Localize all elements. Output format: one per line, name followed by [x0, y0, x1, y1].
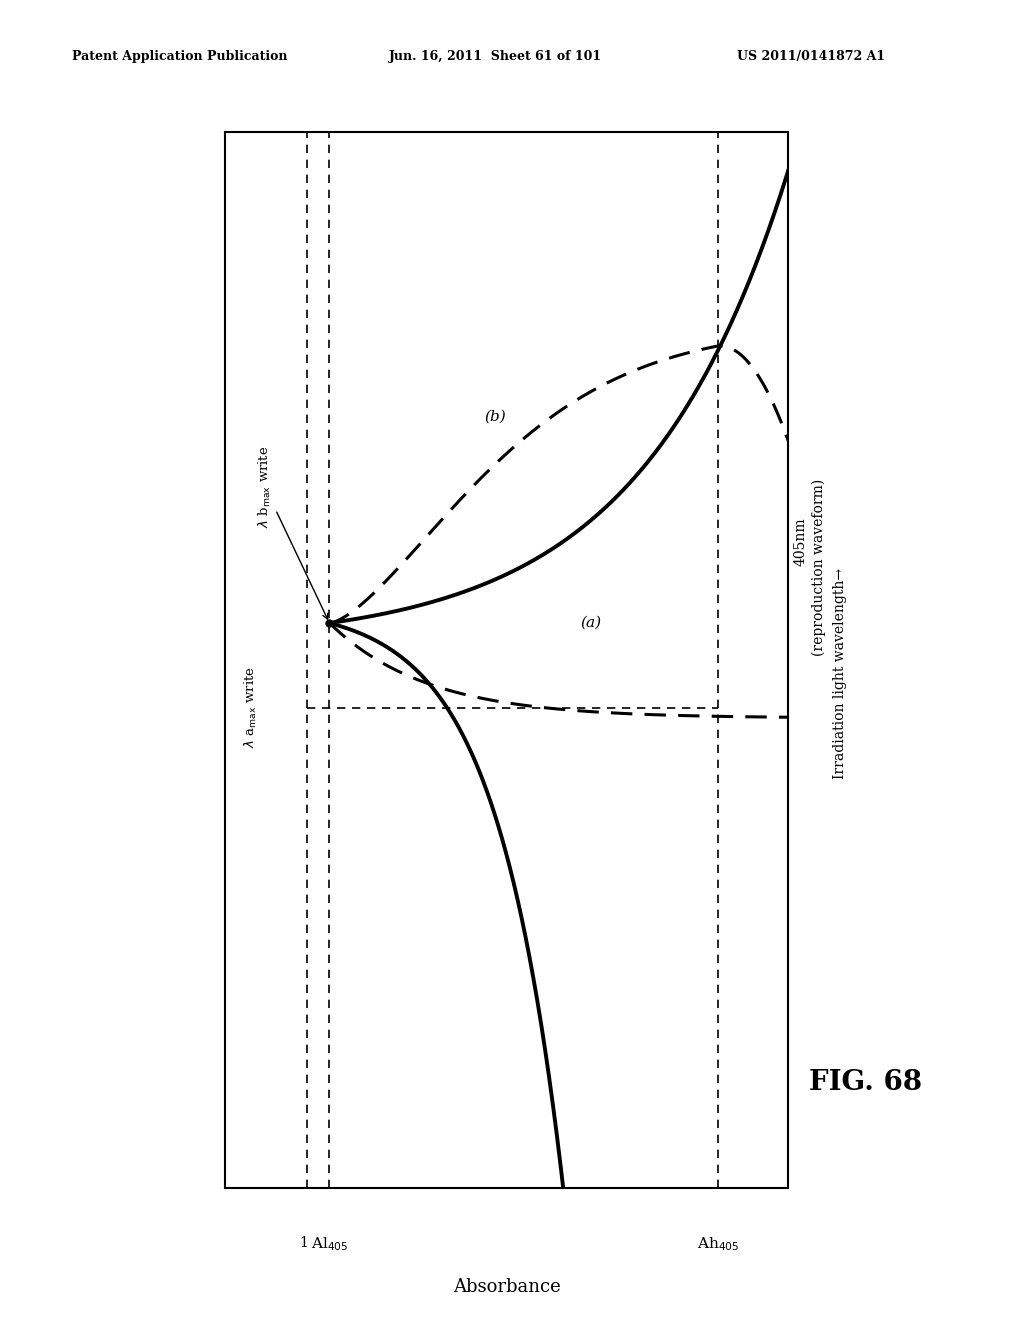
- Text: (a): (a): [581, 616, 602, 630]
- Text: FIG. 68: FIG. 68: [809, 1069, 922, 1096]
- Text: Absorbance: Absorbance: [453, 1278, 561, 1296]
- Text: 405nm: 405nm: [794, 517, 808, 565]
- Text: $\lambda$ a$_\mathrm{max}$ write: $\lambda$ a$_\mathrm{max}$ write: [243, 667, 259, 748]
- Text: Jun. 16, 2011  Sheet 61 of 101: Jun. 16, 2011 Sheet 61 of 101: [389, 50, 602, 63]
- Text: Ah$_{405}$: Ah$_{405}$: [697, 1236, 739, 1253]
- Text: Patent Application Publication: Patent Application Publication: [72, 50, 287, 63]
- Text: Irradiation light wavelength→: Irradiation light wavelength→: [833, 568, 847, 779]
- Text: (reproduction waveform): (reproduction waveform): [812, 479, 826, 656]
- Text: US 2011/0141872 A1: US 2011/0141872 A1: [737, 50, 886, 63]
- Text: Al$_{405}$: Al$_{405}$: [310, 1236, 348, 1253]
- Text: $\lambda$ b$_\mathrm{max}$ write: $\lambda$ b$_\mathrm{max}$ write: [257, 446, 328, 619]
- Text: 1: 1: [300, 1236, 308, 1250]
- Text: (b): (b): [484, 411, 507, 424]
